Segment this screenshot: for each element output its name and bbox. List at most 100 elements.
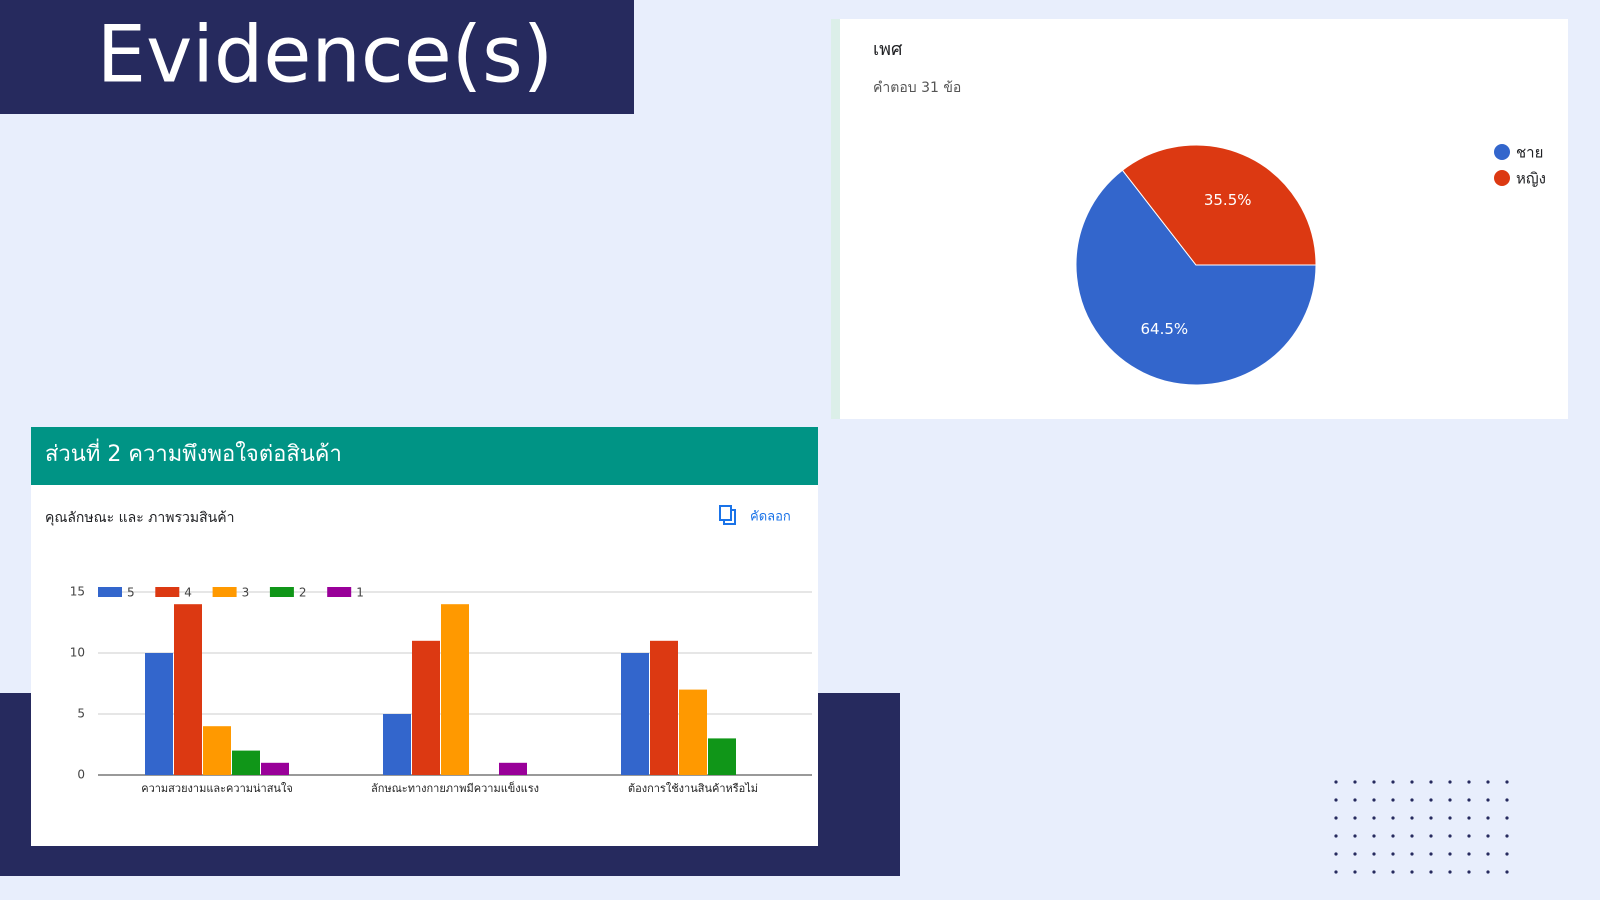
- legend-label: 2: [299, 586, 307, 600]
- decor-dot: [1372, 852, 1376, 856]
- legend-label: หญิง: [1516, 170, 1546, 188]
- decor-dot: [1505, 834, 1509, 838]
- legend-swatch: [212, 587, 237, 597]
- card-strip: [831, 19, 840, 419]
- decor-dot: [1391, 870, 1395, 874]
- y-tick-label: 0: [77, 768, 85, 782]
- decor-dot: [1372, 780, 1376, 784]
- pie-title: เพศ: [873, 39, 903, 60]
- decor-dot: [1353, 798, 1357, 802]
- bar: [441, 604, 469, 775]
- decor-dot: [1353, 816, 1357, 820]
- title-box: [0, 0, 634, 114]
- decor-dot: [1391, 798, 1395, 802]
- legend-label: ชาย: [1516, 144, 1543, 162]
- decor-dot: [1505, 870, 1509, 874]
- decor-dot: [1410, 780, 1414, 784]
- decor-dot: [1353, 780, 1357, 784]
- legend-label: 4: [184, 586, 192, 600]
- pie-slice: [1121, 144, 1317, 266]
- slide-title: Evidence(s): [97, 10, 553, 100]
- x-tick-label: ความสวยงามและความน่าสนใจ: [141, 782, 293, 795]
- decor-dot: [1353, 870, 1357, 874]
- bar-title: คุณลักษณะ และ ภาพรวมสินค้า: [45, 510, 234, 526]
- decor-dot: [1353, 852, 1357, 856]
- legend-swatch: [155, 587, 180, 597]
- legend-swatch: [269, 587, 294, 597]
- decor-dot: [1372, 816, 1376, 820]
- bar: [174, 604, 202, 775]
- decor-dot: [1505, 780, 1509, 784]
- decor-dot: [1410, 834, 1414, 838]
- section-header: [31, 427, 818, 485]
- decor-dot: [1448, 834, 1452, 838]
- decor-dot: [1391, 780, 1395, 784]
- legend-label: 1: [356, 586, 364, 600]
- decor-dot: [1467, 816, 1471, 820]
- decor-dot: [1334, 780, 1338, 784]
- decor-dot: [1334, 816, 1338, 820]
- decor-dot: [1429, 870, 1433, 874]
- x-tick-label: ต้องการใช้งานสินค้าหรือไม่: [628, 782, 758, 795]
- decor-dot: [1486, 852, 1490, 856]
- decor-dot: [1467, 780, 1471, 784]
- decor-dot: [1448, 798, 1452, 802]
- decor-dot: [1353, 834, 1357, 838]
- decor-dot: [1486, 834, 1490, 838]
- decor-dot: [1334, 852, 1338, 856]
- decor-dot: [1410, 852, 1414, 856]
- bar: [232, 750, 260, 775]
- decor-dot: [1486, 780, 1490, 784]
- bar: [621, 653, 649, 775]
- legend-swatch: [98, 587, 122, 597]
- decor-dot: [1410, 816, 1414, 820]
- legend-label: 5: [127, 586, 135, 600]
- y-tick-label: 5: [77, 707, 85, 721]
- legend-marker: [1494, 144, 1510, 160]
- decor-dot: [1429, 834, 1433, 838]
- bar: [499, 762, 527, 775]
- legend-swatch: [327, 587, 352, 597]
- slice-label: 35.5%: [1204, 191, 1252, 209]
- bar: [383, 714, 411, 775]
- bar: [203, 726, 231, 775]
- decor-dot: [1410, 798, 1414, 802]
- decor-dot: [1505, 798, 1509, 802]
- copy-button[interactable]: คัดลอก: [750, 510, 791, 525]
- decor-dot: [1334, 834, 1338, 838]
- decor-dot: [1467, 852, 1471, 856]
- decor-dot: [1429, 816, 1433, 820]
- decor-dot: [1467, 870, 1471, 874]
- decor-dot: [1334, 870, 1338, 874]
- decor-dot: [1372, 870, 1376, 874]
- decor-dot: [1391, 852, 1395, 856]
- x-tick-label: ลักษณะทางกายภาพมีความแข็งแรง: [371, 781, 539, 795]
- decor-dot: [1372, 798, 1376, 802]
- pie-slice: [1075, 169, 1317, 386]
- decor-dot: [1467, 798, 1471, 802]
- decor-dot: [1467, 834, 1471, 838]
- copy-icon-back[interactable]: [719, 505, 732, 521]
- y-tick-label: 15: [70, 585, 85, 599]
- bar: [412, 640, 440, 775]
- y-tick-label: 10: [70, 646, 85, 660]
- decor-dot: [1448, 816, 1452, 820]
- slice-label: 64.5%: [1140, 320, 1188, 338]
- decor-dot: [1372, 834, 1376, 838]
- decor-dot: [1410, 870, 1414, 874]
- decor-dot: [1391, 816, 1395, 820]
- decor-dot: [1505, 852, 1509, 856]
- decor-dot: [1429, 852, 1433, 856]
- decor-dot: [1448, 870, 1452, 874]
- bar: [708, 738, 736, 775]
- decor-dot: [1429, 780, 1433, 784]
- decor-dot: [1391, 834, 1395, 838]
- decor-dot: [1486, 798, 1490, 802]
- pie-subtitle: คำตอบ 31 ข้อ: [873, 80, 961, 96]
- legend-label: 3: [242, 586, 250, 600]
- decor-dot: [1334, 798, 1338, 802]
- section-title: ส่วนที่ 2 ความพึงพอใจต่อสินค้า: [45, 438, 342, 467]
- bar: [145, 653, 173, 775]
